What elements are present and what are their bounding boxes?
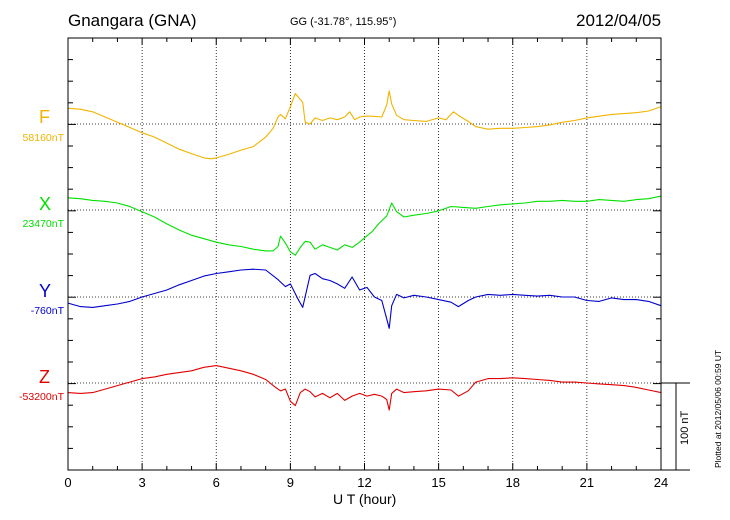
component-baseline-z: -53200nT <box>19 391 64 403</box>
x-tick-label: 24 <box>654 475 668 490</box>
station-coordinates: GG (-31.78°, 115.95°) <box>290 16 397 28</box>
plotted-at-note: Plotted at 2012/05/06 00:59 UT <box>713 349 723 468</box>
series-line-z <box>67 365 662 411</box>
series-lines <box>67 90 662 411</box>
component-letter-y: Y <box>39 281 52 301</box>
x-tick-label: 12 <box>357 475 371 490</box>
component-baseline-f: 58160nT <box>22 132 64 144</box>
x-tick-label: 18 <box>506 475 520 490</box>
x-tick-label: 9 <box>287 475 294 490</box>
scale-bar-label: 100 nT <box>679 410 691 445</box>
ticks: 0 3 6 9 12 15 18 21 24 <box>64 38 668 490</box>
x-tick-label: 0 <box>64 475 71 490</box>
x-tick-label: 21 <box>580 475 594 490</box>
grid <box>68 38 661 470</box>
scale-bar <box>661 382 690 471</box>
series-line-y <box>67 268 662 329</box>
series-line-x <box>67 195 662 256</box>
component-letter-z: Z <box>39 367 50 387</box>
component-letter-f: F <box>39 107 50 127</box>
series-line-f <box>67 90 662 160</box>
date-label: 2012/04/05 <box>576 11 662 30</box>
x-axis-label: U T (hour) <box>333 491 397 507</box>
component-baseline-y: -760nT <box>30 305 64 317</box>
component-baseline-x: 23470nT <box>22 218 64 230</box>
station-title: Gnangara (GNA) <box>68 11 197 30</box>
component-letter-x: X <box>39 194 52 214</box>
x-tick-label: 3 <box>139 475 146 490</box>
x-tick-label: 15 <box>431 475 445 490</box>
x-tick-label: 6 <box>213 475 220 490</box>
